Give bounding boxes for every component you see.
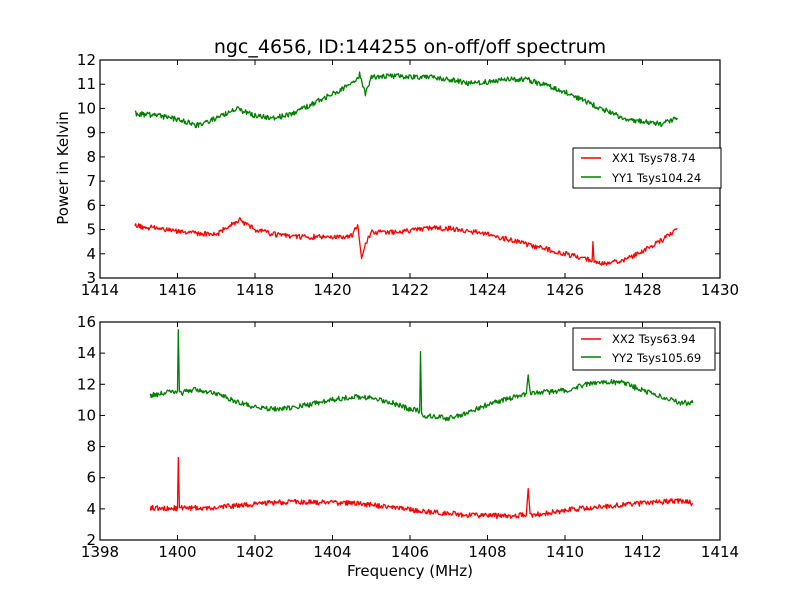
bottom-xlabel: Frequency (MHz) bbox=[347, 562, 473, 580]
bottom-ytick-label: 12 bbox=[77, 375, 96, 393]
top-ytick-label: 7 bbox=[86, 172, 96, 190]
top-xtick-label: 1422 bbox=[391, 281, 429, 299]
chart-title: ngc_4656, ID:144255 on-off/off spectrum bbox=[214, 36, 606, 58]
bottom-legend-label-xx2: XX2 Tsys63.94 bbox=[612, 332, 696, 346]
top-legend-label-xx1: XX1 Tsys78.74 bbox=[612, 151, 696, 165]
bottom-series-line-1 bbox=[149, 329, 694, 422]
bottom-xtick-label: 1398 bbox=[81, 543, 119, 561]
bottom-ytick-label: 2 bbox=[86, 531, 96, 549]
top-series-line-1 bbox=[134, 71, 678, 129]
bottom-xtick-label: 1406 bbox=[391, 543, 429, 561]
bottom-legend-box bbox=[572, 327, 716, 371]
top-xtick-label: 1414 bbox=[81, 281, 119, 299]
bottom-xtick-label: 1402 bbox=[236, 543, 274, 561]
bottom-xtick-label: 1404 bbox=[313, 543, 351, 561]
bottom-series-line-0 bbox=[149, 456, 694, 520]
top-ytick-label: 6 bbox=[86, 196, 96, 214]
bottom-xtick-label: 1400 bbox=[158, 543, 196, 561]
top-ytick-label: 10 bbox=[77, 99, 96, 117]
top-plot-lines bbox=[134, 71, 678, 266]
top-legend: XX1 Tsys78.74 YY1 Tsys104.24 bbox=[572, 147, 722, 189]
top-xtick-label: 1428 bbox=[623, 281, 661, 299]
bottom-ytick-label: 6 bbox=[86, 469, 96, 487]
bottom-xtick-label: 1414 bbox=[701, 543, 739, 561]
bottom-axes-frame bbox=[99, 321, 721, 541]
top-panel: ngc_4656, ID:144255 on-off/off spectrum … bbox=[54, 36, 739, 299]
top-series-line-0 bbox=[134, 217, 678, 266]
bottom-ytick-label: 10 bbox=[77, 406, 96, 424]
top-legend-label-yy1: YY1 Tsys104.24 bbox=[611, 171, 701, 185]
bottom-axis-ticks: 1398 1400 1402 1404 1406 1408 1410 1412 14142468… bbox=[77, 313, 739, 561]
top-xtick-label: 1418 bbox=[236, 281, 274, 299]
bottom-xtick-label: 1408 bbox=[468, 543, 506, 561]
bottom-legend-label-yy2: YY2 Tsys105.69 bbox=[611, 351, 701, 365]
bottom-xtick-label: 1410 bbox=[546, 543, 584, 561]
bottom-legend: XX2 Tsys63.94 YY2 Tsys105.69 bbox=[572, 327, 716, 371]
top-ytick-label: 4 bbox=[86, 245, 96, 263]
top-xtick-label: 1416 bbox=[158, 281, 196, 299]
top-axis-ticks: 1414 1416 1418 1420 1422 1424 1426 1428 1430 3 4 5 6… bbox=[77, 51, 739, 299]
top-ytick-label: 12 bbox=[77, 51, 96, 69]
top-ytick-label: 11 bbox=[77, 75, 96, 93]
bottom-xtick-label: 1412 bbox=[623, 543, 661, 561]
bottom-ytick-label: 16 bbox=[77, 313, 96, 331]
bottom-ytick-label: 8 bbox=[86, 438, 96, 456]
top-xtick-label: 1424 bbox=[468, 281, 506, 299]
top-ytick-label: 5 bbox=[86, 221, 96, 239]
bottom-ytick-label: 4 bbox=[86, 500, 96, 518]
top-ytick-label: 8 bbox=[86, 148, 96, 166]
top-ylabel: Power in Kelvin bbox=[54, 111, 72, 225]
bottom-ytick-label: 14 bbox=[77, 344, 96, 362]
top-xtick-label: 1426 bbox=[546, 281, 584, 299]
top-ytick-label: 3 bbox=[86, 269, 96, 287]
bottom-panel: Frequency (MHz) 1398 1400 1402 1404 1406 1408… bbox=[77, 313, 739, 580]
top-legend-box bbox=[572, 147, 722, 189]
top-xtick-label: 1430 bbox=[701, 281, 739, 299]
top-ytick-label: 9 bbox=[86, 124, 96, 142]
top-xtick-label: 1420 bbox=[313, 281, 351, 299]
bottom-plot-lines bbox=[149, 329, 694, 520]
